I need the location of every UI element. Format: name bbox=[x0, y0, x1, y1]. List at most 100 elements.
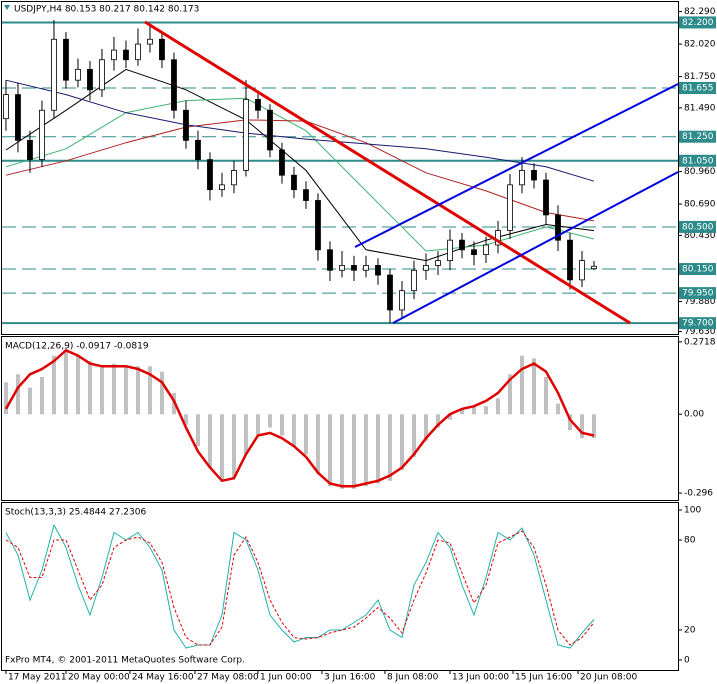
macd-bar bbox=[147, 366, 152, 415]
macd-bar bbox=[531, 358, 536, 415]
candle-body bbox=[171, 59, 177, 111]
candle-body bbox=[399, 290, 405, 311]
candle-body bbox=[27, 139, 33, 160]
macd-bar bbox=[63, 350, 68, 415]
macd-bar bbox=[315, 414, 320, 473]
macd-bar bbox=[99, 366, 104, 415]
y-tick-label: 81.750 bbox=[684, 72, 716, 82]
y-tick-label: 0.2718 bbox=[684, 337, 716, 347]
macd-bar bbox=[555, 403, 560, 415]
level-label: 81.655 bbox=[682, 84, 714, 94]
macd-bar bbox=[3, 382, 8, 415]
macd-bar bbox=[279, 414, 284, 436]
macd-bar bbox=[435, 414, 440, 428]
candle-body bbox=[195, 139, 201, 160]
macd-bar bbox=[159, 371, 164, 415]
macd-bar bbox=[231, 414, 236, 479]
macd-bar bbox=[483, 406, 488, 415]
x-tick-label: 24 May 16:00 bbox=[132, 673, 194, 683]
channel-line bbox=[354, 83, 679, 248]
candle-body bbox=[51, 38, 57, 111]
macd-bar bbox=[459, 408, 464, 415]
candle-body bbox=[255, 99, 261, 111]
macd-bar bbox=[243, 414, 248, 455]
candle-body bbox=[435, 260, 441, 266]
candle-body bbox=[111, 49, 117, 61]
macd-bar bbox=[219, 414, 224, 481]
candle-body bbox=[327, 249, 333, 271]
macd-bar bbox=[387, 414, 392, 481]
y-tick-label: 0 bbox=[684, 655, 690, 665]
level-label: 79.700 bbox=[682, 319, 714, 329]
x-tick-label: 27 May 08:00 bbox=[197, 673, 259, 683]
candle-body bbox=[423, 265, 429, 271]
macd-bar bbox=[267, 414, 272, 428]
x-tick-label: 20 May 00:00 bbox=[68, 673, 130, 683]
macd-bar bbox=[87, 360, 92, 415]
symbol-icon bbox=[4, 5, 10, 10]
moving-average bbox=[5, 68, 595, 262]
macd-bar bbox=[39, 376, 44, 415]
macd-bar bbox=[591, 414, 596, 439]
macd-bar bbox=[255, 414, 260, 436]
macd-bar bbox=[135, 366, 140, 415]
trend-line bbox=[144, 20, 631, 325]
candle-body bbox=[315, 200, 321, 251]
y-tick-label: 80 bbox=[684, 536, 696, 546]
candle-body bbox=[123, 49, 129, 61]
candle-body bbox=[87, 68, 93, 91]
signal-line bbox=[4, 348, 595, 488]
candle-body bbox=[339, 265, 345, 271]
level-label-bg bbox=[679, 154, 716, 167]
stoch-main bbox=[5, 523, 595, 649]
y-tick-label: 79.630 bbox=[684, 327, 716, 337]
y-tick-label: -0.296 bbox=[684, 489, 713, 499]
macd-panel bbox=[1, 336, 679, 501]
candle-body bbox=[351, 265, 357, 271]
candle-body bbox=[159, 38, 165, 61]
candle-body bbox=[375, 265, 381, 276]
level-label: 80.500 bbox=[682, 222, 714, 232]
macd-bar bbox=[303, 414, 308, 455]
level-label: 81.050 bbox=[682, 156, 714, 166]
macd-bar bbox=[327, 414, 332, 487]
candle-body bbox=[483, 244, 489, 256]
level-label-bg bbox=[679, 317, 716, 330]
macd-title: MACD(12,26,9) -0.0917 -0.0819 bbox=[5, 342, 149, 352]
x-tick-label: 1 Jun 00:00 bbox=[260, 673, 312, 683]
macd-bar bbox=[339, 414, 344, 489]
macd-bar bbox=[543, 376, 548, 415]
candle-body bbox=[291, 174, 297, 191]
macd-bar bbox=[75, 355, 80, 415]
level-label-bg bbox=[679, 130, 716, 143]
candle-body bbox=[387, 274, 393, 311]
candle-body bbox=[99, 59, 105, 91]
macd-bar bbox=[495, 398, 500, 415]
y-tick-label: 80.430 bbox=[684, 231, 716, 241]
x-tick-label: 3 Jun 16:00 bbox=[324, 673, 376, 683]
candle-body bbox=[267, 109, 273, 151]
candle-body bbox=[135, 43, 141, 61]
macd-bar bbox=[519, 355, 524, 415]
candle-body bbox=[207, 159, 213, 191]
macd-bar bbox=[123, 366, 128, 415]
main-panel bbox=[1, 1, 679, 335]
y-tick-label: 20 bbox=[684, 625, 696, 635]
level-label: 81.250 bbox=[682, 132, 714, 142]
candle-body bbox=[219, 184, 225, 191]
moving-average bbox=[5, 97, 595, 252]
candle-body bbox=[303, 189, 309, 201]
candle-body bbox=[39, 109, 45, 160]
candle-body bbox=[3, 94, 9, 120]
macd-bar bbox=[363, 414, 368, 487]
x-tick-label: 8 Jun 08:00 bbox=[387, 673, 439, 683]
macd-bar bbox=[207, 414, 212, 468]
candle-body bbox=[507, 184, 513, 231]
macd-bar bbox=[51, 355, 56, 415]
level-label-bg bbox=[679, 287, 716, 300]
macd-bar bbox=[111, 363, 116, 415]
macd-bar bbox=[375, 414, 380, 484]
candle-body bbox=[63, 38, 69, 81]
y-tick-label: 82.020 bbox=[684, 40, 716, 50]
